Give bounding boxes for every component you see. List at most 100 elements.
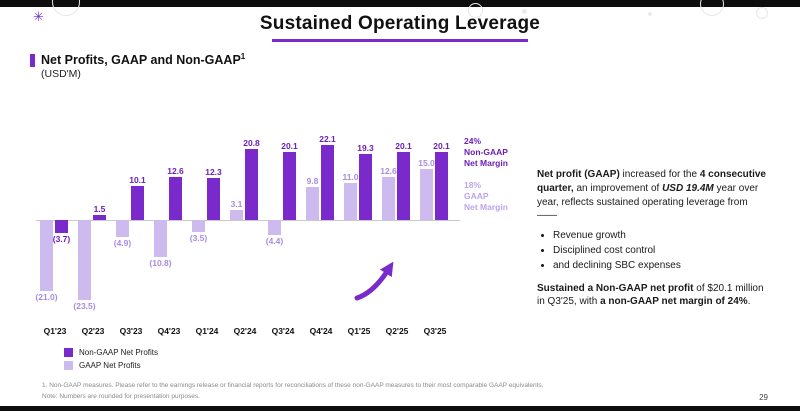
legend-swatch xyxy=(64,361,73,370)
bar-value-label: 20.1 xyxy=(395,140,412,151)
bar-group: 15.0 20.1 xyxy=(416,100,454,316)
x-axis-label: Q2'25 xyxy=(385,326,409,336)
bar-group: (23.5) 1.5 xyxy=(73,100,112,316)
bar-value-label: (3.5) xyxy=(189,232,208,243)
non-gaap-bar xyxy=(283,151,296,220)
bar-value-label: (23.5) xyxy=(73,300,96,311)
gaap-bar xyxy=(40,220,53,292)
gaap-bar xyxy=(192,220,205,232)
commentary-bullet: and declining SBC expenses xyxy=(553,259,769,273)
non-gaap-bar xyxy=(55,220,68,233)
bar-group: 11.0 19.3 xyxy=(340,100,378,316)
x-axis-label: Q3'24 xyxy=(271,326,295,336)
growth-arrow-icon xyxy=(354,261,394,301)
gaap-bar xyxy=(344,182,357,220)
x-axis-label: Q3'25 xyxy=(423,326,447,336)
non-gaap-bar xyxy=(321,144,334,220)
non-gaap-bar xyxy=(131,185,144,220)
bottom-letterbox-bar xyxy=(0,406,800,411)
bar-value-label: 22.1 xyxy=(319,133,336,144)
chart-title: Net Profits, GAAP and Non-GAAP1 xyxy=(41,52,246,68)
chart-section: Net Profits, GAAP and Non-GAAP1 (USD'M) … xyxy=(30,52,535,370)
footnote-line: Note: Numbers are rounded for presentati… xyxy=(42,392,200,400)
bar-group: (4.4) 20.1 xyxy=(264,100,302,316)
bar-value-label: (21.0) xyxy=(35,292,58,303)
bar-value-label: 1.5 xyxy=(93,203,106,214)
net-margin-callout: 18% GAAP Net Margin xyxy=(464,180,508,213)
bar-group: (4.9) 10.1 xyxy=(112,100,150,316)
non-gaap-bar xyxy=(245,149,258,220)
bar-group: (3.5) 12.3 xyxy=(188,100,226,316)
logo-spark-icon: ✳ xyxy=(33,9,44,24)
x-axis-label: Q2'24 xyxy=(233,326,257,336)
gaap-bar xyxy=(420,169,433,220)
bar-group: (10.8) 12.6 xyxy=(149,100,188,316)
gaap-bar xyxy=(154,220,167,257)
bar-value-label: 12.6 xyxy=(167,166,184,177)
legend-label: GAAP Net Profits xyxy=(79,361,141,370)
bar-value-label: 20.1 xyxy=(433,140,450,151)
legend-item: GAAP Net Profits xyxy=(64,361,535,370)
bar-value-label: 12.6 xyxy=(380,166,397,177)
chart-title-accent-bar xyxy=(30,53,35,67)
non-gaap-bar xyxy=(93,214,106,220)
bar-value-label: (4.9) xyxy=(113,237,132,248)
title-underline xyxy=(272,39,528,42)
bar-value-label: (3.7) xyxy=(52,233,71,244)
bar-value-label: 10.1 xyxy=(129,174,146,185)
x-axis-label: Q1'23 xyxy=(43,326,67,336)
commentary-paragraph-1: Net profit (GAAP) increased for the 4 co… xyxy=(537,169,766,222)
bar-group: 9.8 22.1 xyxy=(302,100,340,316)
footnotes: 1. Non-GAAP measures. Please refer to th… xyxy=(42,381,543,402)
x-axis-label: Q4'24 xyxy=(309,326,333,336)
non-gaap-bar xyxy=(207,178,220,220)
slide-title: Sustained Operating Leverage xyxy=(259,13,541,34)
footnote-marker: 1 xyxy=(240,52,246,62)
bar-value-label: 12.3 xyxy=(205,167,222,178)
commentary-bullet: Disciplined cost control xyxy=(553,244,769,258)
chart-legend: Non-GAAP Net Profits GAAP Net Profits xyxy=(64,348,535,370)
decor-ring xyxy=(756,7,768,19)
gaap-bar xyxy=(230,209,243,220)
decor-ring xyxy=(468,3,483,18)
net-margin-callout: 24% Non-GAAP Net Margin xyxy=(464,136,508,169)
bar-value-label: 3.1 xyxy=(230,198,243,209)
x-axis-label: Q1'24 xyxy=(195,326,219,336)
bar-value-label: (4.4) xyxy=(265,236,284,246)
chart-subtitle: (USD'M) xyxy=(41,68,81,80)
legend-swatch xyxy=(64,348,73,357)
bar-value-label: (10.8) xyxy=(149,257,172,268)
legend-item: Non-GAAP Net Profits xyxy=(64,348,535,357)
commentary-panel: Net profit (GAAP) increased for the 4 co… xyxy=(537,168,769,309)
commentary-bullet-list: Revenue growthDisciplined cost controlan… xyxy=(541,229,769,272)
bar-group: 12.6 20.1 xyxy=(378,100,416,316)
x-axis-labels: Q1'23 Q2'23 Q3'23 Q4'23 Q1'24 Q2'24 Q3'24 Q4'24… xyxy=(36,326,454,336)
x-axis-label: Q2'23 xyxy=(81,326,105,336)
x-axis-label: Q3'23 xyxy=(119,326,143,336)
plot-area: (21.0) (3.7) (23.5) 1.5 (4.9) 10.1 (10.8) 12.6(… xyxy=(35,100,536,316)
bar-value-label: 19.3 xyxy=(357,143,374,154)
x-axis-label: Q4'23 xyxy=(157,326,181,336)
gaap-bar xyxy=(116,220,129,237)
x-axis-label: Q1'25 xyxy=(347,326,371,336)
bar-group: (21.0) (3.7) xyxy=(35,100,74,316)
gaap-bar xyxy=(268,220,281,235)
non-gaap-bar xyxy=(359,154,372,220)
bar-value-label: 9.8 xyxy=(306,175,319,186)
gaap-bar xyxy=(382,177,395,220)
gaap-bar xyxy=(306,186,319,220)
bar-value-label: 20.1 xyxy=(281,140,298,151)
bar-group: 3.1 20.8 xyxy=(226,100,264,316)
decor-dot xyxy=(522,9,527,14)
bar-value-label: 15.0 xyxy=(418,158,435,168)
bar-value-label: 11.0 xyxy=(342,171,359,182)
commentary-bullet: Revenue growth xyxy=(553,229,769,243)
non-gaap-bar xyxy=(435,151,448,220)
top-letterbox-bar xyxy=(0,0,800,7)
page-number: 29 xyxy=(759,393,768,402)
decor-dot xyxy=(648,12,652,16)
non-gaap-bar xyxy=(169,177,182,220)
gaap-bar xyxy=(78,220,91,300)
x-axis-baseline xyxy=(36,220,460,221)
